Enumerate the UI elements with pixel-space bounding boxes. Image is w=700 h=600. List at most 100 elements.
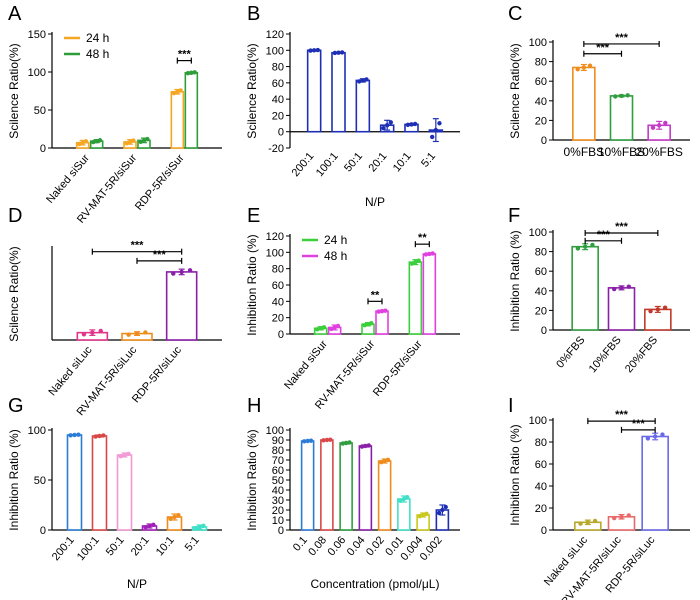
x-tick-label: 10:1 [391,150,414,174]
data-point [124,141,129,146]
bar [339,442,353,531]
data-point [81,332,87,337]
data-point [413,259,418,265]
x-tick-label: 0.002 [418,534,445,563]
legend-label: 24 h [324,233,347,247]
data-point [416,258,421,263]
data-point [91,139,96,145]
y-axis-label: Inhibition Ratio (%) [508,230,522,331]
x-tick-label: 50:1 [342,150,365,174]
y-tick-label: 0 [40,525,46,537]
data-point [365,322,371,327]
data-point [94,138,99,144]
x-tick-label: 20%FBS [623,334,660,375]
significance-label: ** [371,289,380,301]
data-point [655,307,661,312]
y-tick-label: 40 [272,94,284,106]
data-point [382,458,387,464]
legend-label: 24 h [86,31,109,45]
data-point [131,138,136,143]
bar [331,51,346,133]
data-point [412,121,418,127]
y-tick-label: 100 [28,425,46,437]
y-tick-label: 0 [278,329,284,341]
data-point [656,123,662,128]
data-point [90,330,95,335]
data-point [381,125,386,131]
data-point [613,94,618,99]
y-tick-label: 0 [541,135,547,147]
y-tick-label: 90 [272,435,284,447]
data-point [575,246,581,251]
x-tick-label: 10:1 [154,534,177,558]
y-tick-label: 20 [535,503,547,515]
panel-letter: F [508,205,520,227]
data-point [141,138,147,143]
bar [320,439,334,531]
y-tick-label: 60 [272,280,284,292]
data-point [315,47,321,53]
data-point [626,284,631,289]
data-point [171,271,176,276]
data-point [321,325,327,330]
data-point [379,460,384,465]
y-tick-label: 40 [535,96,547,108]
x-tick-label: 100:1 [75,534,102,563]
data-point [175,89,180,94]
data-point [318,326,323,331]
data-point [171,90,177,96]
x-tick-label: 20:1 [367,150,390,174]
data-point [77,141,82,147]
bar [116,454,133,531]
data-point [83,139,89,144]
y-tick-label: 10 [272,515,284,527]
y-tick-label: 40 [272,296,284,308]
significance-label: *** [632,418,646,430]
bar [170,90,185,149]
x-axis-label: N/P [365,195,385,209]
data-point [648,308,653,314]
x-tick-label: 5:1 [419,150,438,169]
y-tick-label: 50 [34,475,46,487]
data-point [127,139,133,145]
significance-label: *** [615,409,629,421]
y-tick-label: 60 [535,76,547,88]
panel-f: F 0 20 40 60 80 100 Inhibition Ratio (%) 0%FBS 10… [508,205,690,375]
bar [165,271,198,341]
data-point [364,77,369,82]
x-tick-label: 20:1 [129,534,152,558]
y-tick-label: 20 [272,313,284,325]
x-tick-label: 10%FBS [598,145,645,159]
data-point [424,511,429,516]
data-point [192,70,197,75]
panel-letter: C [508,3,522,25]
data-point [366,443,371,448]
panel-c: C 0 20 40 60 80 100 Scilence Ratio(%) 0%FBS10%FB… [508,3,690,159]
data-point [138,139,143,144]
bar [607,287,636,331]
data-point [592,518,598,524]
significance-label: *** [131,240,145,252]
legend-label: 48 h [86,47,109,61]
data-point [324,437,330,443]
bar [408,261,423,335]
x-tick-label: 0.04 [345,534,368,558]
data-point [626,513,631,518]
data-point [311,48,317,53]
data-point [347,440,352,445]
data-point [308,48,313,53]
y-tick-label: 20 [272,110,284,122]
data-point [360,78,366,83]
data-point [147,523,152,529]
y-tick-label: 100 [266,45,284,57]
panel-letter: E [247,205,260,227]
significance-label: *** [178,49,192,61]
y-tick-label: 120 [266,29,284,41]
data-point [335,323,341,329]
y-tick-label: 60 [272,465,284,477]
y-tick-label: 50 [272,475,284,487]
y-tick-label: 50 [34,105,46,117]
